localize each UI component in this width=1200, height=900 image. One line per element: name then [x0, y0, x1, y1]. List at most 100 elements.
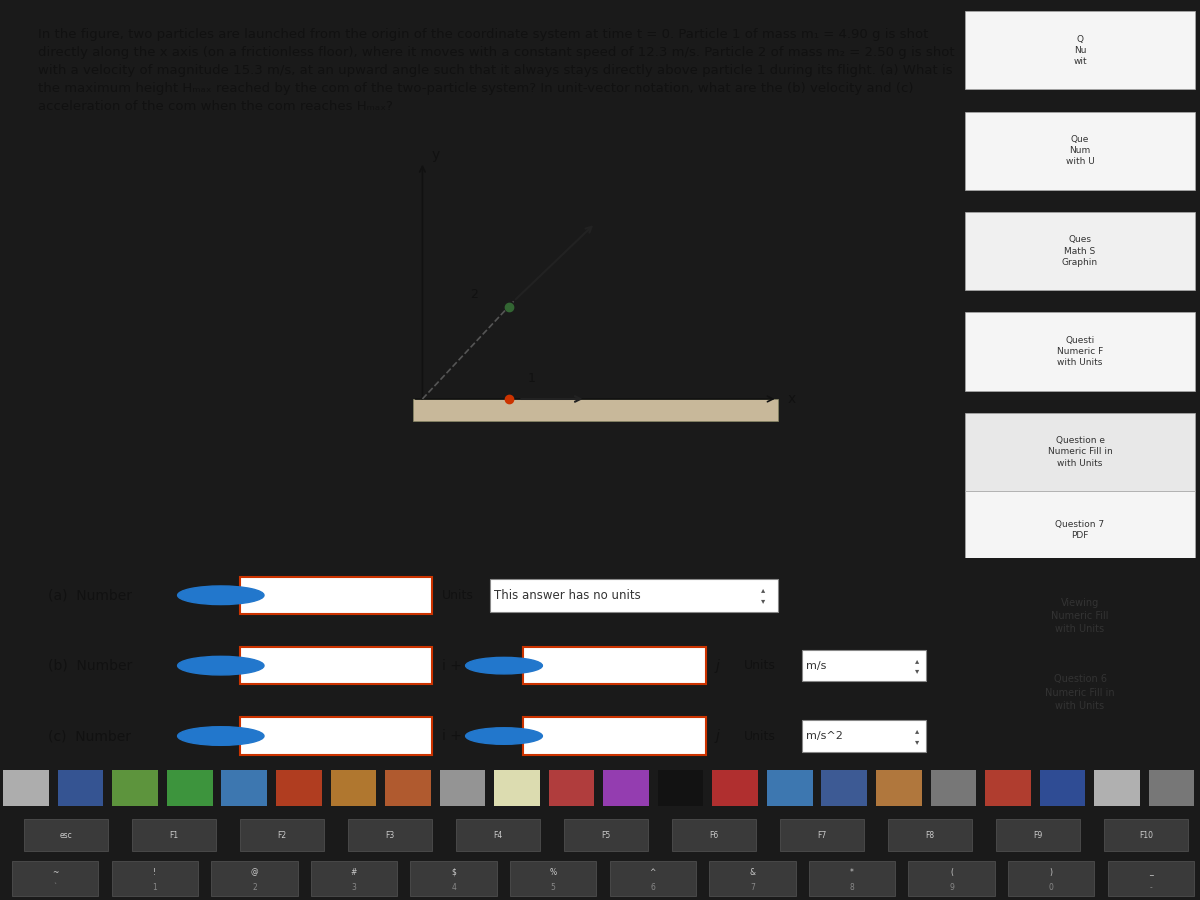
Bar [510, 861, 596, 896]
Bar [439, 770, 485, 806]
Text: ~: ~ [52, 868, 59, 877]
Circle shape [178, 656, 264, 675]
Text: ^: ^ [649, 868, 656, 877]
Bar [490, 579, 778, 612]
Circle shape [466, 728, 542, 744]
Text: F6: F6 [709, 831, 719, 840]
Circle shape [178, 726, 264, 745]
Bar [385, 770, 431, 806]
Text: &: & [750, 868, 756, 877]
Text: *: * [850, 868, 854, 877]
Text: F9: F9 [1033, 831, 1043, 840]
Bar [802, 721, 926, 752]
Text: j: j [715, 659, 719, 672]
Text: 8: 8 [850, 883, 854, 892]
Text: Ques
Math S
Graphin: Ques Math S Graphin [1062, 236, 1098, 266]
Text: ): ) [1050, 868, 1052, 877]
Text: 2: 2 [470, 288, 479, 302]
Bar [548, 770, 594, 806]
Text: F10: F10 [1139, 831, 1153, 840]
Bar [330, 770, 376, 806]
Text: 1: 1 [528, 372, 536, 385]
Text: j: j [715, 729, 719, 743]
Text: (: ( [950, 868, 953, 877]
Bar [802, 650, 926, 681]
Bar [809, 861, 895, 896]
Text: y: y [432, 148, 440, 162]
Text: `: ` [53, 883, 58, 892]
Text: In the figure, two particles are launched from the origin of the coordinate syst: In the figure, two particles are launche… [38, 28, 955, 112]
Text: _: _ [1148, 868, 1153, 877]
Text: (b)  Number: (b) Number [48, 659, 132, 672]
Bar [965, 112, 1195, 190]
Text: 6: 6 [650, 883, 655, 892]
Bar [965, 312, 1195, 391]
Bar [822, 770, 868, 806]
Bar [965, 491, 1195, 569]
Text: -: - [1150, 883, 1152, 892]
Text: 0: 0 [1049, 883, 1054, 892]
Text: $: $ [451, 868, 456, 877]
Bar [908, 861, 995, 896]
Bar [523, 647, 706, 684]
Text: F4: F4 [493, 831, 503, 840]
Bar [604, 770, 649, 806]
Text: Que
Num
with U: Que Num with U [1066, 135, 1094, 166]
Text: Question e
Numeric Fill in
with Units: Question e Numeric Fill in with Units [1048, 436, 1112, 468]
Bar [985, 770, 1031, 806]
Text: !: ! [154, 868, 156, 877]
Bar [276, 770, 322, 806]
Text: m/s^2: m/s^2 [806, 731, 844, 741]
Bar [211, 861, 298, 896]
Text: ▴
▾: ▴ ▾ [914, 656, 919, 675]
Bar [1108, 861, 1194, 896]
Bar [494, 770, 540, 806]
Circle shape [466, 657, 542, 674]
Text: #: # [350, 868, 358, 877]
Bar [1148, 770, 1194, 806]
Bar [965, 413, 1195, 491]
Bar [222, 770, 268, 806]
Text: esc: esc [60, 831, 72, 840]
Text: Units: Units [744, 730, 776, 742]
Text: i: i [502, 661, 506, 670]
Text: ▴
▾: ▴ ▾ [914, 726, 919, 746]
Text: x: x [787, 392, 796, 406]
Text: F2: F2 [277, 831, 287, 840]
Bar [24, 819, 108, 850]
Text: i: i [218, 730, 223, 742]
Text: This answer has no units: This answer has no units [494, 589, 641, 602]
Text: @: @ [251, 868, 258, 877]
Text: 5: 5 [551, 883, 556, 892]
Text: i: i [218, 589, 223, 602]
Bar [58, 770, 103, 806]
Text: Question 6
Numeric Fill in
with Units: Question 6 Numeric Fill in with Units [1045, 674, 1115, 711]
Bar [132, 819, 216, 850]
Text: 9: 9 [949, 883, 954, 892]
Text: i: i [218, 659, 223, 672]
Text: (a)  Number: (a) Number [48, 589, 132, 602]
Bar [930, 770, 976, 806]
Text: m/s: m/s [806, 661, 827, 670]
Bar [413, 399, 778, 421]
Text: 2: 2 [252, 883, 257, 892]
Text: Q
Nu
wit: Q Nu wit [1073, 34, 1087, 66]
Bar [4, 770, 49, 806]
Text: F7: F7 [817, 831, 827, 840]
Text: %: % [550, 868, 557, 877]
Bar [112, 861, 198, 896]
Text: Questi
Numeric F
with Units: Questi Numeric F with Units [1057, 336, 1103, 367]
Bar [780, 819, 864, 850]
Text: 4: 4 [451, 883, 456, 892]
Text: F5: F5 [601, 831, 611, 840]
Bar [240, 577, 432, 614]
Text: F1: F1 [169, 831, 179, 840]
Bar [348, 819, 432, 850]
Bar [240, 819, 324, 850]
Bar [610, 861, 696, 896]
Bar [876, 770, 922, 806]
Bar [12, 861, 98, 896]
Bar [456, 819, 540, 850]
Text: 3: 3 [352, 883, 356, 892]
Text: Units: Units [744, 659, 776, 672]
